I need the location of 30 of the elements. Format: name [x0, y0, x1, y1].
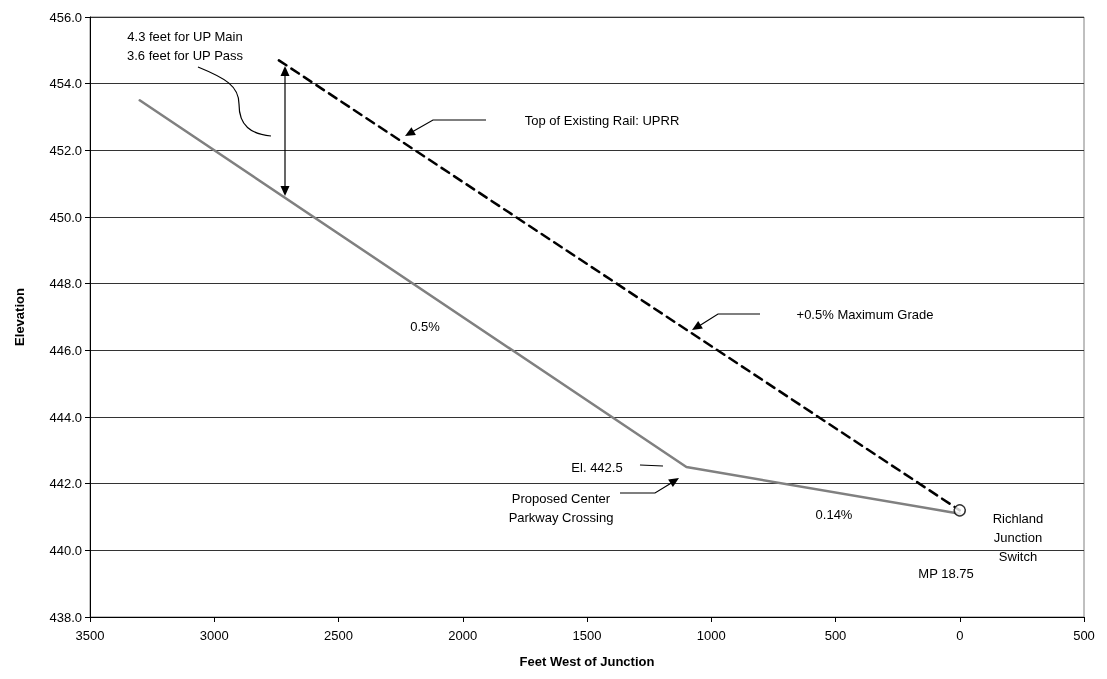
annotation: Richland Junction Switch [992, 510, 1044, 564]
y-tick-label: 456.0 [49, 9, 82, 25]
annotation: MP 18.75 [918, 565, 974, 581]
y-tick-label: 446.0 [49, 342, 82, 358]
annotation: 0.14% [815, 506, 853, 522]
annotation: 0.5% [410, 318, 441, 334]
x-tick-label: 0 [956, 628, 964, 643]
annotation: El. 442.5 [571, 459, 623, 475]
y-tick-label: 440.0 [49, 542, 82, 558]
x-tick-label: 500 [824, 628, 847, 643]
x-tick-label: 2000 [448, 628, 478, 643]
x-tick-label: 1000 [696, 628, 726, 643]
annotation: Proposed Center Parkway Crossing [508, 491, 614, 525]
annotation: Top of Existing Rail: UPRR [524, 112, 680, 128]
y-tick-label: 448.0 [49, 276, 82, 292]
x-tick-label: 3500 [75, 628, 105, 643]
y-axis-title: Elevation [12, 288, 27, 346]
x-tick-label: 3000 [199, 628, 229, 643]
y-tick-label: 438.0 [49, 609, 82, 625]
y-tick-label: 450.0 [49, 209, 82, 225]
y-tick-label: 442.0 [49, 476, 82, 492]
y-tick-label: 454.0 [49, 76, 82, 92]
y-tick-label: 452.0 [49, 142, 82, 158]
x-tick-label: 500 [1073, 628, 1095, 643]
x-tick-label: 1500 [572, 628, 602, 643]
x-tick-label: 2500 [324, 628, 353, 643]
annotation: +0.5% Maximum Grade [796, 306, 934, 322]
annotation: 4.3 feet for UP Main 3.6 feet for UP Pass [126, 29, 244, 63]
y-tick-label: 444.0 [49, 409, 82, 425]
x-axis-title: Feet West of Junction [519, 654, 655, 669]
